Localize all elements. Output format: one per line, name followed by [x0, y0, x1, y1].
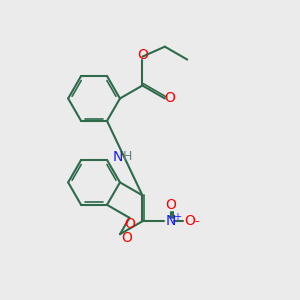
- Text: O: O: [184, 214, 195, 228]
- Text: H: H: [123, 150, 132, 163]
- Text: O: O: [121, 231, 132, 245]
- Text: N: N: [113, 150, 123, 164]
- Text: O: O: [165, 92, 176, 106]
- Text: O: O: [124, 217, 135, 231]
- Text: O: O: [165, 198, 176, 212]
- Text: O: O: [137, 48, 148, 62]
- Text: N: N: [166, 214, 176, 228]
- Text: +: +: [173, 212, 181, 222]
- Text: -: -: [194, 215, 199, 228]
